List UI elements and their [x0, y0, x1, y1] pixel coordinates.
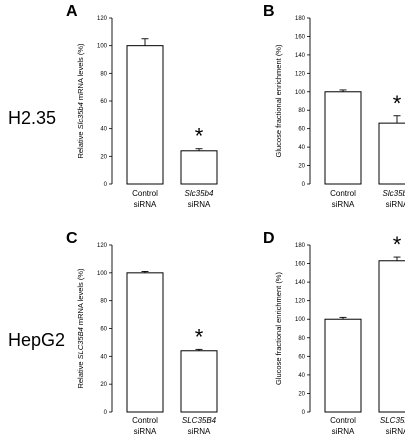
- category-label: siRNA: [134, 427, 157, 436]
- y-tick-label: 160: [295, 262, 306, 268]
- category-label: siRNA: [332, 200, 355, 209]
- y-tick-label: 80: [298, 336, 305, 342]
- y-tick-label: 20: [100, 382, 107, 388]
- y-tick-label: 80: [100, 71, 107, 77]
- category-label: Control: [132, 416, 158, 425]
- category-label: Control: [330, 416, 356, 425]
- bar: [180, 350, 218, 413]
- y-tick-label: 140: [295, 53, 306, 59]
- significance-marker: *: [195, 324, 204, 349]
- y-tick-label: 60: [298, 354, 305, 360]
- category-label: siRNA: [332, 427, 355, 436]
- y-tick-label: 100: [97, 271, 108, 277]
- bar: [126, 45, 164, 185]
- y-tick-label: 120: [295, 71, 306, 77]
- y-axis-title: Glucose fractional enrichment (%): [274, 272, 283, 385]
- panel-letter-a: A: [66, 3, 78, 20]
- y-tick-label: 0: [104, 182, 108, 188]
- category-label: Slc35b4: [185, 189, 214, 198]
- y-tick-label: 20: [298, 164, 305, 170]
- y-tick-label: 20: [100, 154, 107, 160]
- y-tick-label: 40: [100, 354, 107, 360]
- bar: [324, 91, 362, 185]
- bar: [324, 318, 362, 413]
- category-label: siRNA: [188, 427, 211, 436]
- y-tick-label: 60: [298, 127, 305, 133]
- y-tick-label: 0: [104, 410, 108, 416]
- bar: [126, 272, 164, 413]
- y-tick-label: 140: [295, 280, 306, 286]
- y-axis-title: Glucose fractional enrichment (%): [274, 44, 283, 157]
- y-tick-label: 20: [298, 391, 305, 397]
- category-label: siRNA: [134, 200, 157, 209]
- y-tick-label: 40: [298, 145, 305, 151]
- y-tick-label: 180: [295, 243, 306, 249]
- category-label: Slc35b4: [383, 189, 405, 198]
- y-tick-label: 120: [97, 243, 108, 249]
- y-axis-title: Relative Slc35b4 mRNA levels (%): [76, 43, 85, 159]
- panel-b: B 0 20 40 60 80 100 120 140 160 180 Glucose fractio…: [263, 3, 405, 209]
- panel-a: A 0 20 40 60 80 100 120 Relative Slc35b4 mRNA le…: [66, 3, 218, 209]
- category-label: Control: [330, 189, 356, 198]
- bar: [378, 122, 405, 185]
- y-tick-label: 120: [97, 16, 108, 22]
- y-tick-label: 80: [298, 108, 305, 114]
- category-label: Control: [132, 189, 158, 198]
- y-tick-label: 180: [295, 16, 306, 22]
- y-tick-label: 100: [295, 317, 306, 323]
- y-tick-label: 100: [295, 90, 306, 96]
- category-label: SLC35B4: [380, 416, 405, 425]
- category-label: siRNA: [386, 427, 405, 436]
- bar: [180, 150, 218, 185]
- category-label: siRNA: [188, 200, 211, 209]
- y-tick-label: 100: [97, 44, 108, 50]
- panel-c: C 0 20 40 60 80 100 120 Relative SLC35B4 mRNA le…: [66, 230, 218, 436]
- row-label-h235: H2.35: [8, 108, 56, 128]
- y-axis-title: Relative SLC35B4 mRNA levels (%): [76, 268, 85, 389]
- significance-marker: *: [393, 232, 402, 257]
- category-label: siRNA: [386, 200, 405, 209]
- y-tick-label: 60: [100, 99, 107, 105]
- y-tick-label: 0: [302, 410, 306, 416]
- y-tick-label: 40: [100, 127, 107, 133]
- y-tick-label: 40: [298, 373, 305, 379]
- significance-marker: *: [393, 91, 402, 116]
- significance-marker: *: [195, 124, 204, 149]
- category-label: SLC35B4: [182, 416, 217, 425]
- y-tick-label: 120: [295, 299, 306, 305]
- y-tick-label: 0: [302, 182, 306, 188]
- row-label-hepg2: HepG2: [8, 330, 65, 350]
- panel-letter-b: B: [263, 3, 275, 20]
- bar: [378, 260, 405, 413]
- y-tick-label: 160: [295, 34, 306, 40]
- y-tick-label: 80: [100, 299, 107, 305]
- panel-letter-d: D: [263, 230, 275, 247]
- panel-d: D 0 20 40 60 80 100 120 140 160 180 Glucose fractio…: [263, 230, 405, 436]
- y-tick-label: 60: [100, 327, 107, 333]
- panel-letter-c: C: [66, 230, 78, 247]
